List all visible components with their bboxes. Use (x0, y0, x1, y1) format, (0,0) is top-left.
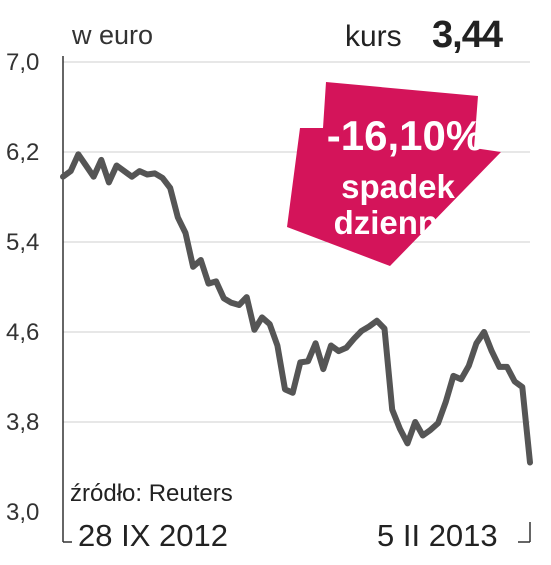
y-tick-label: 6,2 (6, 139, 39, 166)
y-tick-label: 5,4 (6, 229, 39, 256)
down-arrow-shape (287, 82, 501, 266)
x-end-label: 5 II 2013 (377, 518, 498, 553)
price-line (60, 151, 533, 466)
y-unit-label: w euro (72, 20, 154, 50)
kurs-label: kurs (345, 20, 402, 53)
kurs-value: 3,44 (432, 14, 503, 56)
x-start-label: 28 IX 2012 (78, 518, 228, 553)
source-label: źródło: Reuters (70, 480, 233, 507)
y-tick-label: 3,8 (6, 409, 39, 436)
change-label-line2: dzienny (334, 204, 457, 241)
y-tick-label: 7,0 (6, 49, 39, 76)
change-label-line1: spadek (341, 168, 455, 205)
y-tick-label: 4,6 (6, 319, 39, 346)
change-annotation: -16,10% spadek dzienny (287, 82, 501, 266)
change-percent: -16,10% (327, 112, 483, 159)
axes (62, 56, 531, 543)
y-tick-label: 3,0 (6, 499, 39, 526)
series-line-group (60, 151, 533, 466)
y-tick-labels: 3,0 3,8 4,6 5,4 6,2 7,0 (6, 49, 39, 526)
